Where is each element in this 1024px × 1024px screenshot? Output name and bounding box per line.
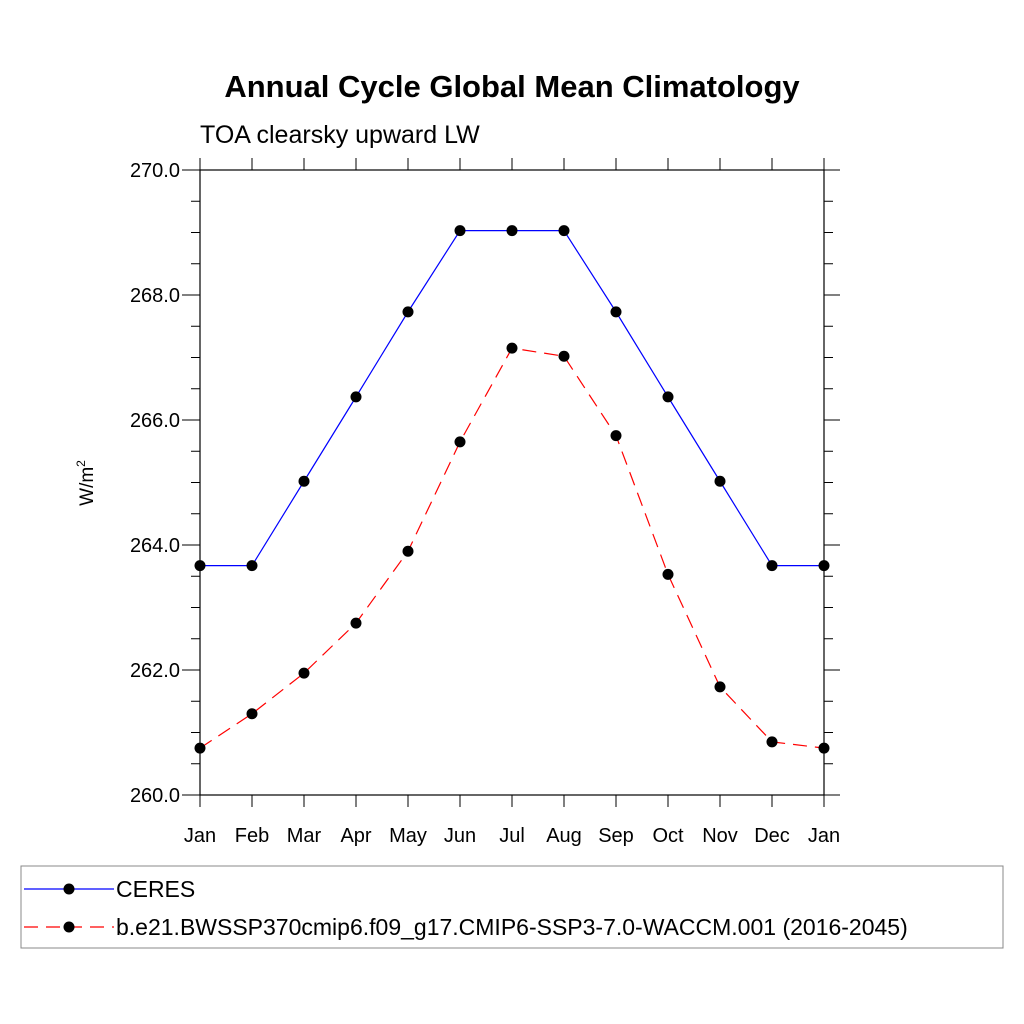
series-2-point — [298, 667, 310, 679]
series-2-point — [714, 681, 726, 693]
x-tick-label: Jul — [499, 825, 525, 847]
legend-label-1: CERES — [116, 876, 195, 902]
x-tick-label: Sep — [598, 825, 634, 847]
legend-marker-2 — [63, 921, 75, 933]
chart-title: Annual Cycle Global Mean Climatology — [224, 69, 800, 104]
y-axis-label: W/m2 — [74, 460, 98, 506]
series-2-point — [246, 708, 258, 720]
series-1-point — [246, 560, 258, 572]
series-2-point — [558, 350, 570, 362]
series-1-point — [766, 560, 778, 572]
x-tick-label: Oct — [652, 825, 684, 847]
series-2-point — [350, 617, 362, 629]
y-axis-label-text: W/m — [77, 467, 98, 506]
series-2-point — [454, 436, 466, 448]
series-2-point — [766, 736, 778, 748]
x-tick-label: Jan — [808, 825, 840, 847]
x-tick-label: Jan — [184, 825, 216, 847]
x-tick-label: Feb — [235, 825, 269, 847]
series-2-point — [402, 545, 414, 557]
series-2-point — [194, 742, 206, 754]
series-line-1 — [200, 230, 824, 567]
series-2-point — [818, 742, 830, 754]
series-1-point — [454, 225, 466, 237]
series-1-point — [350, 391, 362, 403]
legend-marker-1 — [63, 883, 75, 895]
series-1-point — [402, 306, 414, 318]
x-tick-label: Jun — [444, 825, 476, 847]
series-1-point — [194, 560, 206, 572]
series-1-point — [662, 391, 674, 403]
y-tick-label: 266.0 — [130, 410, 180, 432]
series-line-2 — [199, 347, 825, 749]
svg-text:W/m2: W/m2 — [74, 460, 98, 506]
x-tick-label: Dec — [754, 825, 790, 847]
series-2-point — [662, 568, 674, 580]
series-1-point — [558, 225, 570, 237]
legend-box — [20, 865, 1004, 949]
series-1-point — [818, 560, 830, 572]
plot-frame — [199, 169, 825, 796]
y-tick-label: 270.0 — [130, 160, 180, 182]
legend: CERES b.e21.BWSSP370cmip6.f09_g17.CMIP6-S… — [20, 865, 1004, 949]
y-axis-label-superscript: 2 — [74, 460, 88, 467]
legend-label-2: b.e21.BWSSP370cmip6.f09_g17.CMIP6-SSP3-7… — [116, 914, 908, 940]
y-tick-label: 260.0 — [130, 785, 180, 807]
y-tick-label: 268.0 — [130, 285, 180, 307]
chart-subtitle: TOA clearsky upward LW — [200, 121, 480, 149]
x-tick-label: Aug — [546, 825, 582, 847]
series-2-point — [610, 430, 622, 442]
series-1-point — [610, 306, 622, 318]
series-1-point — [506, 225, 518, 237]
series-2-point — [506, 342, 518, 354]
x-tick-label: Mar — [287, 825, 322, 847]
series-1-point — [298, 475, 310, 487]
y-tick-label: 262.0 — [130, 660, 180, 682]
x-tick-label: Nov — [702, 825, 738, 847]
x-tick-label: Apr — [340, 825, 371, 847]
plot-area: Jan Feb Mar Apr May Jun Jul Aug Sep Oct Nov Dec Jan2… — [130, 158, 840, 847]
series-1-point — [714, 475, 726, 487]
y-tick-label: 264.0 — [130, 535, 180, 557]
x-tick-label: May — [389, 825, 427, 847]
